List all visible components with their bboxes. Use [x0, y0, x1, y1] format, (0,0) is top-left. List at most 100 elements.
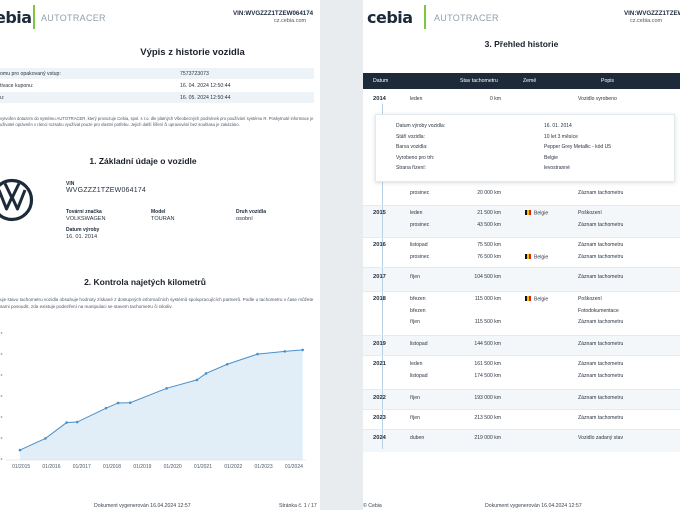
y-tick-mark	[0, 332, 3, 334]
coupon-info-table: omu pro opakovaný vstup: 7573723073 tiva…	[0, 68, 314, 104]
table-row: říjen 104 500 km Záznam tachometru	[410, 274, 624, 280]
table-row: říjen 213 500 km Záznam tachometru	[410, 415, 624, 421]
y-tick-mark	[0, 458, 3, 460]
belgium-flag-icon	[525, 253, 531, 259]
odometer-line	[19, 349, 303, 451]
section-km-check-title: 2. Kontrola najetých kilometrů	[84, 277, 206, 287]
odometer-point	[116, 401, 120, 405]
table-row: u: 16. 05. 2024 12:50:44	[0, 92, 314, 104]
history-year: 2023	[373, 415, 386, 421]
section-basic-data-title: 1. Základní údaje o vozidle	[89, 156, 197, 166]
odometer-point	[283, 350, 287, 353]
make-value: VOLKSWAGEN	[66, 216, 106, 222]
document-title: Výpis z historie vozidla	[140, 47, 245, 58]
vehicle-type-label: Druh vozidla	[236, 209, 267, 215]
header-vin: VIN:WVGZZZ1TZEW064174	[233, 10, 314, 17]
odometer-area	[19, 349, 303, 460]
table-row: leden 21 500 km Belgie Poškození	[410, 210, 602, 217]
production-date-value: 16. 01. 2014	[66, 234, 98, 240]
x-tick-label: 01/2017	[73, 464, 91, 470]
history-year: 2019	[373, 341, 386, 347]
odometer-point	[165, 387, 168, 390]
model-value: TOURAN	[151, 216, 175, 222]
table-row: duben 219 000 km Vozidlo zadaný stav	[410, 435, 624, 441]
x-tick-label: 01/2019	[133, 464, 151, 470]
x-tick-label: 01/2018	[103, 464, 121, 470]
odometer-point	[225, 362, 229, 366]
table-row: říjen 115 500 km Záznam tachometru	[410, 319, 624, 325]
history-year: 2017	[373, 274, 386, 280]
detail-label: Datum výroby vozidla:	[396, 123, 446, 129]
odometer-point	[301, 348, 304, 352]
history-year: 2024	[373, 435, 386, 441]
detail-value: levostranné	[544, 165, 570, 171]
x-tick-label: 01/2023	[255, 464, 273, 470]
production-date-label: Datum výroby	[66, 227, 100, 233]
y-tick-mark	[0, 416, 3, 418]
belgium-flag-icon	[525, 210, 531, 215]
history-year: 2018	[373, 296, 386, 302]
footer-generated: Dokument vygenerován 16.04.2024 12:57	[94, 503, 191, 509]
history-table-header: Datum Stav tachometru Země Popis	[363, 73, 680, 89]
y-tick-mark	[0, 374, 3, 376]
history-year: 2022	[373, 395, 386, 401]
detail-value: 16. 01. 2014	[544, 123, 572, 129]
cebia-logo: cebia	[0, 8, 32, 27]
disclaimer-text: vytvořen dotazem do systému AUTOTRACER, …	[0, 116, 314, 128]
odometer-point	[18, 448, 22, 452]
col-country: Země	[523, 78, 537, 84]
report-page-history: cebia AUTOTRACER VIN:WVGZZZ1TZEW064174 c…	[363, 0, 680, 510]
page-header: cebia AUTOTRACER VIN:WVGZZZ1TZEW064174 c…	[0, 0, 320, 34]
history-section-title: 3. Přehled historie	[484, 39, 559, 49]
page-header: cebia AUTOTRACER VIN:WVGZZZ1TZEW064174 c…	[363, 0, 680, 34]
logo-divider	[424, 5, 426, 29]
col-description: Popis	[601, 78, 614, 84]
table-row: listopad 75 500 km Záznam tachometru	[410, 242, 624, 248]
detail-value: Pepper Grey Metallic - kód U5	[544, 144, 611, 150]
vin-label: VIN	[66, 181, 75, 187]
table-row: tivace kuponu: 16. 04. 2024 12:50:44	[0, 80, 314, 92]
y-tick-mark	[0, 437, 3, 439]
x-tick-label: 01/2015	[12, 464, 30, 470]
table-row: říjen 193 000 km Záznam tachometru	[410, 395, 624, 401]
header-site: cz.cebia.com	[630, 18, 663, 24]
history-year: 2015	[373, 210, 386, 216]
x-tick-label: 01/2022	[224, 464, 242, 470]
table-row: leden 0 km Vozidlo vyrobeno	[410, 96, 617, 102]
logo-divider	[33, 5, 35, 29]
odometer-chart: 01/2015 01/2016 01/2017 01/2018 01/2019 01/20…	[0, 332, 306, 470]
table-row: prosinec 20 000 km Záznam tachometru	[410, 190, 624, 196]
footer-brand: © Cebia	[363, 503, 382, 509]
y-tick-mark	[0, 395, 3, 397]
table-row: omu pro opakovaný vstup: 7573723073	[0, 68, 314, 80]
cebia-logo: cebia	[367, 8, 413, 27]
vin-value: WVGZZZ1TZEW064174	[66, 187, 147, 194]
odometer-point	[44, 437, 47, 440]
autotracer-label: AUTOTRACER	[41, 13, 106, 23]
detail-value: Belgie	[544, 154, 558, 161]
table-row: březen 115 000 km Belgie Poškození	[410, 296, 602, 303]
timeline-line	[382, 104, 383, 449]
detail-label: Strana řízení:	[396, 165, 427, 171]
report-page-1: cebia AUTOTRACER VIN:WVGZZZ1TZEW064174 c…	[0, 0, 320, 510]
detail-label: Barva vozidla:	[396, 144, 428, 150]
x-tick-label: 01/2020	[164, 464, 182, 470]
header-site: cz.cebia.com	[274, 18, 307, 24]
table-row: listopad 144 500 km Záznam tachometru	[410, 341, 624, 347]
km-check-description: uje stavu tachometru vozidla obsahuje ho…	[0, 297, 314, 310]
table-row: březen Fotodokumentace	[410, 307, 619, 314]
col-date: Datum	[373, 78, 389, 84]
history-year: 2014	[373, 96, 386, 102]
odometer-point	[128, 401, 132, 405]
col-km: Stav tachometru	[460, 78, 498, 84]
footer-generated: Dokument vygenerován 16.04.2024 12:57	[485, 503, 582, 509]
odometer-point	[75, 420, 79, 424]
footer-page-number: Stránka č. 1 / 17	[279, 503, 317, 509]
odometer-point	[195, 378, 199, 382]
make-label: Tovární značka	[66, 209, 102, 215]
detail-value: 10 let 3 měsíce	[544, 133, 578, 140]
belgium-flag-icon	[525, 296, 531, 301]
x-tick-label: 01/2016	[42, 464, 60, 470]
autotracer-label: AUTOTRACER	[434, 13, 499, 23]
volkswagen-logo-icon	[0, 178, 34, 222]
